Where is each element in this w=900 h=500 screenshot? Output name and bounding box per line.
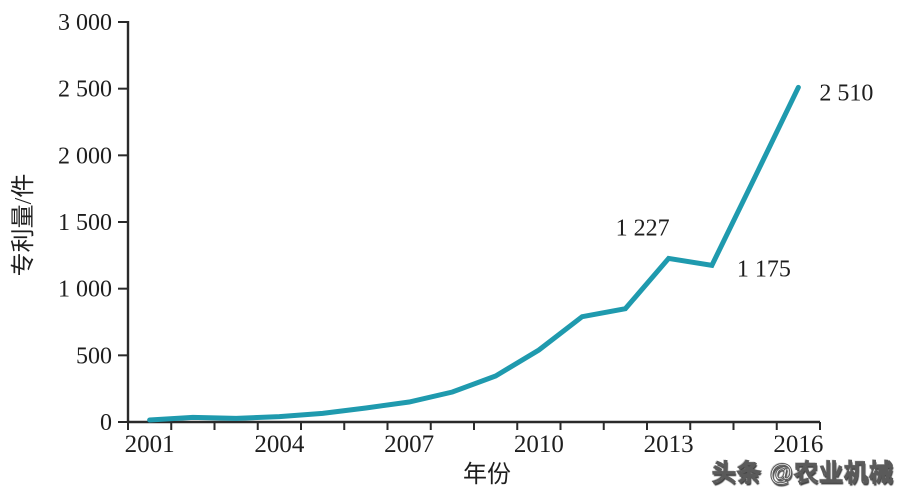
x-tick-label: 2007 [384,431,434,458]
y-tick-label: 0 [100,410,112,436]
y-axis-tick-labels: 0 500 1 000 1 500 2 000 2 500 3 000 [58,10,112,436]
data-point-label: 2 510 [819,80,873,106]
y-tick-label: 2 500 [58,77,112,103]
y-tick-label: 1 000 [58,277,112,303]
x-axis-tick-labels: 2001 2004 2007 2010 2013 2016 [125,431,824,458]
x-tick-label: 2016 [773,431,823,458]
x-axis-title: 年份 [463,461,511,488]
patent-count-line [147,84,801,423]
y-axis-ticks [118,21,128,423]
watermark: 头条 @农业机械 [712,460,895,488]
x-tick-label: 2010 [514,431,564,458]
y-tick-label: 2 000 [58,143,112,169]
x-tick-label: 2004 [254,431,305,458]
x-tick-label: 2013 [644,431,694,458]
x-tick-label: 2001 [125,431,175,458]
x-axis-ticks [127,422,821,430]
y-tick-label: 3 000 [58,10,112,36]
y-axis-title: 专利量/件 [10,174,37,277]
data-point-label: 1 175 [737,256,791,282]
data-point-label: 1 227 [616,215,670,241]
series-group [147,84,801,423]
y-tick-label: 500 [76,343,112,369]
y-tick-label: 1 500 [58,210,112,236]
annotations-group: 1 227 1 175 2 510 [616,80,874,282]
